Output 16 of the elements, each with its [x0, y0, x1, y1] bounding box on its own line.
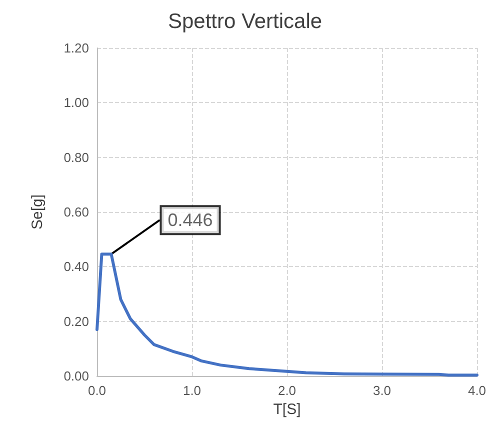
chart-title: Spettro Verticale	[168, 10, 322, 33]
annotation: 0.446	[168, 210, 213, 230]
x-tick-label: 0.0	[88, 383, 106, 398]
y-tick-label: 0.00	[64, 368, 89, 384]
x-tick-label: 1.0	[182, 383, 202, 398]
y-tick-label: 1.00	[64, 95, 89, 110]
y-tick-label: 0.80	[64, 150, 89, 165]
x-tick-label: 4.0	[468, 383, 486, 398]
y-tick-label: 0.60	[64, 204, 89, 220]
y-tick-label: 0.20	[64, 314, 89, 329]
x-axis-title: T[S]	[273, 400, 301, 418]
x-tick-label: 3.0	[372, 383, 392, 398]
y-tick-label: 1.20	[64, 40, 89, 56]
y-axis-title: Se[g]	[29, 194, 46, 230]
x-tick-label: 2.0	[278, 383, 296, 398]
y-tick-label: 0.40	[64, 259, 89, 274]
